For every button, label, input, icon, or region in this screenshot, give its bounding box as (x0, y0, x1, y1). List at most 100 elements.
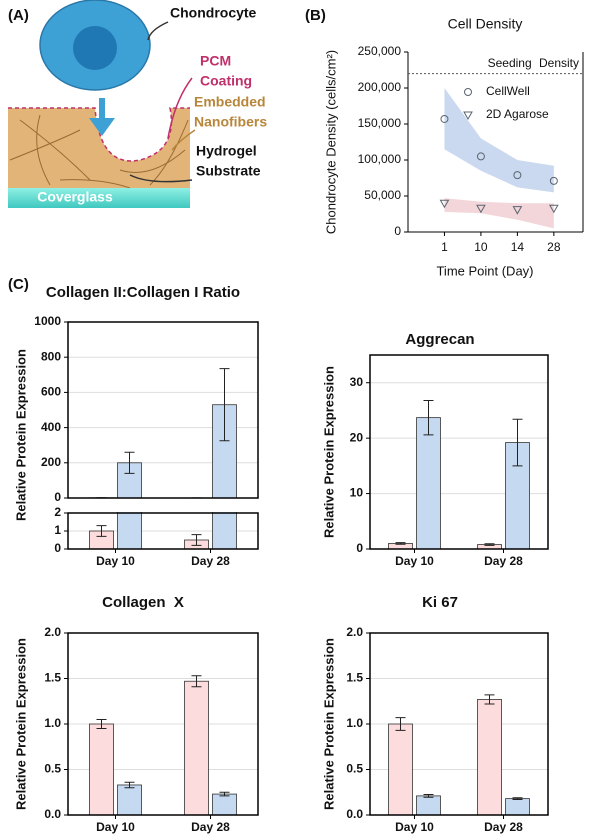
plot-area (89, 368, 237, 498)
marker (548, 204, 559, 214)
diagram-label: Chondrocyte (170, 5, 257, 21)
coverglass (8, 188, 190, 208)
error-bar (124, 451, 135, 474)
x-axis-label: Time Point (Day) (436, 263, 533, 278)
error-bar (484, 694, 495, 705)
error-bar (96, 525, 107, 537)
y-tick-label: 0 (54, 541, 61, 555)
panel-label: (C) (8, 276, 29, 293)
diagram-label: PCM (200, 53, 231, 69)
diagram-label: Coverglass (37, 189, 113, 205)
y-axis-label: Relative Protein Expression (321, 366, 336, 538)
marker (549, 176, 558, 185)
x-tick-label: Day 28 (191, 554, 230, 568)
legend-label: 2D Agarose (486, 107, 549, 121)
frame (67, 512, 259, 550)
y-tick-label: 30 (350, 375, 364, 389)
x-tick-label: Day 10 (395, 554, 434, 568)
pointer (147, 21, 169, 41)
y-tick-label: 0.5 (44, 762, 61, 776)
diagram-label: Nanofibers (194, 114, 267, 130)
error-bar (219, 368, 230, 442)
y-tick-label: 400 (41, 420, 61, 434)
y-tick-label: 1 (54, 523, 61, 537)
diagram-label: Embedded (194, 94, 266, 110)
error-bar (423, 399, 434, 436)
x-tick-label: Day 10 (96, 820, 135, 834)
y-tick-label: 1.5 (44, 671, 61, 685)
x-tick-label: Day 28 (484, 554, 523, 568)
chart-title: Collagen X (102, 594, 184, 611)
plot-area (89, 675, 237, 815)
bar (117, 512, 142, 549)
bar (416, 795, 441, 815)
bar (117, 784, 142, 815)
arrow (89, 98, 115, 136)
bar (416, 417, 441, 549)
nanofibers (9, 114, 189, 189)
marker (512, 206, 523, 215)
y-tick-label: 50,000 (364, 188, 401, 202)
marker (513, 171, 522, 180)
bar (89, 723, 114, 815)
error-bar (219, 791, 230, 797)
bar (212, 793, 237, 815)
y-tick-label: 800 (41, 349, 61, 363)
error-bar (191, 675, 202, 688)
x-tick-label: Day 10 (395, 820, 434, 834)
y-tick-label: 600 (41, 385, 61, 399)
y-tick-label: 0 (394, 224, 401, 238)
y-tick-label: 2.0 (44, 625, 61, 639)
y-tick-label: 0 (356, 541, 363, 555)
band (444, 198, 554, 229)
y-tick-label: 1000 (34, 314, 61, 328)
y-tick-label: 2.0 (346, 625, 363, 639)
bar (184, 680, 209, 815)
y-axis-label: Chondrocyte Density (cells/cm²) (323, 50, 338, 234)
y-tick-label: 0 (54, 490, 61, 504)
y-tick-label: 0.0 (44, 807, 61, 821)
y-tick-label: 1.0 (44, 716, 61, 730)
bar (477, 699, 502, 815)
marker (439, 199, 450, 209)
marker (440, 114, 449, 123)
pointer (167, 77, 193, 139)
pointer (171, 129, 196, 151)
chart-title: Collagen II:Collagen I Ratio (46, 284, 240, 301)
reference-label: Seeding Density (488, 56, 579, 70)
y-tick-label: 1.0 (346, 716, 363, 730)
frame (67, 632, 259, 816)
y-tick-label: 250,000 (358, 44, 402, 58)
y-tick-label: 2 (54, 505, 61, 519)
frame (369, 632, 549, 816)
legend-label: CellWell (486, 84, 530, 98)
chart-title: Cell Density (448, 16, 523, 32)
error-bar (96, 718, 107, 730)
plot-area (89, 512, 237, 549)
legend-marker (464, 88, 472, 96)
x-tick-label: Day 10 (96, 554, 135, 568)
error-bar (423, 794, 434, 798)
y-tick-label: 200 (41, 455, 61, 469)
y-tick-label: 1.5 (346, 671, 363, 685)
bar (388, 723, 413, 815)
x-tick-label: Day 28 (191, 820, 230, 834)
diagram-label: Hydrogel (196, 143, 257, 159)
y-axis-label: Relative Protein Expression (321, 638, 336, 810)
error-bar (191, 534, 202, 546)
y-tick-label: 0.5 (346, 762, 363, 776)
y-tick-label: 100,000 (358, 152, 402, 166)
diagram: Chondrocyte PCM Coating Embedded Nanofib… (8, 0, 267, 208)
error-bar (484, 543, 495, 546)
y-axis-label: Relative Protein Expression (13, 349, 28, 521)
error-bar (512, 418, 523, 467)
y-tick-label: 150,000 (358, 116, 402, 130)
x-tick-label: 14 (511, 240, 525, 254)
error-bar (395, 717, 406, 731)
marker (476, 152, 485, 161)
x-tick-label: Day 28 (484, 820, 523, 834)
plot-area (388, 694, 530, 815)
marker (476, 204, 486, 214)
bar (505, 798, 530, 815)
